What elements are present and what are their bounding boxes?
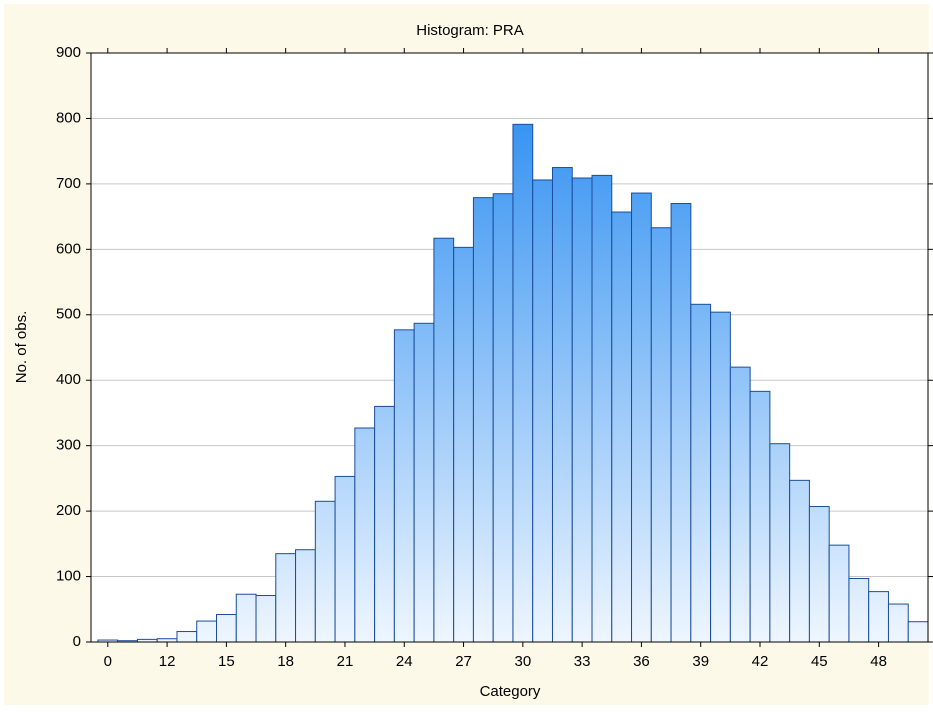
y-tick-label: 600 (56, 240, 81, 257)
x-tick-label: 21 (337, 653, 354, 670)
x-tick-label: 27 (455, 653, 472, 670)
bar (532, 179, 553, 643)
y-tick-label: 300 (56, 437, 81, 454)
x-tick-label: 15 (218, 653, 235, 670)
bar (255, 595, 277, 643)
bar (314, 500, 336, 643)
bar (295, 549, 316, 643)
x-tick-label: 18 (277, 653, 294, 670)
bar (591, 174, 613, 643)
bar (749, 390, 771, 643)
x-tick-label: 30 (514, 653, 531, 670)
bar (907, 621, 929, 643)
y-tick-label: 900 (56, 44, 81, 61)
bar (828, 544, 850, 643)
bar (729, 366, 751, 643)
bar (551, 167, 573, 643)
y-tick-label: 200 (56, 502, 81, 519)
bar (512, 123, 534, 643)
bar (848, 578, 870, 643)
bar (571, 177, 593, 643)
x-tick-label: 12 (159, 653, 176, 670)
bar (472, 197, 494, 643)
bar (611, 211, 633, 643)
bar (690, 303, 712, 643)
bar (453, 246, 474, 643)
bar (393, 329, 415, 643)
bar (650, 227, 672, 643)
bar (887, 603, 909, 643)
y-tick-label: 500 (56, 306, 81, 323)
x-tick-label: 0 (104, 653, 112, 670)
bar (275, 553, 297, 643)
bar (808, 506, 830, 643)
x-axis-label: Category (480, 683, 541, 700)
bar (235, 593, 257, 643)
y-tick-label: 400 (56, 371, 81, 388)
y-axis-label: No. of obs. (13, 311, 30, 384)
y-tick-label: 100 (56, 568, 81, 585)
x-tick-label: 24 (396, 653, 413, 670)
bar (670, 203, 692, 643)
bar (769, 443, 791, 643)
x-tick-label: 45 (811, 653, 828, 670)
x-tick-label: 42 (752, 653, 769, 670)
y-tick-label: 800 (56, 109, 81, 126)
bar (868, 591, 889, 643)
bar (789, 479, 810, 643)
bar (710, 311, 731, 643)
bar (374, 405, 395, 643)
bar (354, 427, 376, 643)
plot-frame (90, 52, 929, 643)
bar (433, 237, 455, 643)
bar (631, 192, 652, 643)
bar (413, 322, 435, 643)
bar (492, 193, 514, 643)
x-tick-label: 39 (692, 653, 709, 670)
y-tick-label: 0 (73, 633, 81, 650)
chart-title: Histogram: PRA (416, 22, 524, 39)
y-tick-label: 700 (56, 175, 81, 192)
x-tick-label: 48 (870, 653, 887, 670)
x-tick-label: 36 (633, 653, 650, 670)
bar (334, 475, 356, 643)
x-tick-label: 33 (574, 653, 591, 670)
bar (196, 620, 218, 643)
bar (176, 631, 198, 643)
bar (216, 614, 237, 643)
